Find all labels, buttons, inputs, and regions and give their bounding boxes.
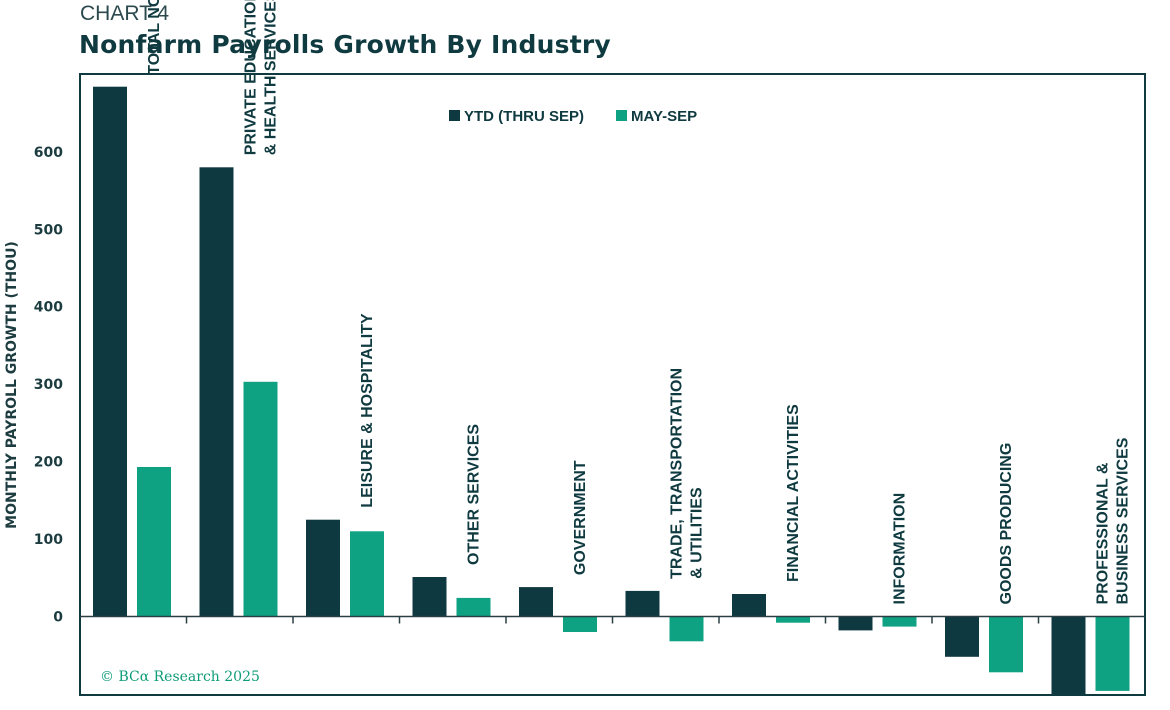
bar-may-sep-5 [669, 616, 704, 642]
y-tick-label-600: 600 [34, 145, 63, 161]
legend: YTD (THRU SEP) MAY-SEP [449, 108, 697, 125]
y-axis-ticks: 0 100 200 300 400 500 600 [34, 145, 63, 626]
bar-ytd-4 [519, 587, 553, 617]
bar-may-sep-6 [776, 616, 810, 623]
bar-ytd-5 [625, 590, 660, 617]
y-tick-label-400: 400 [34, 300, 63, 316]
category-label-2: LEISURE & HOSPITALITY [359, 313, 376, 508]
y-tick-label-100: 100 [34, 532, 63, 548]
category-label-1-line-1: & HEALTH SERVICES [263, 0, 280, 155]
category-label-9-line-0: PROFESSIONAL & [1095, 462, 1112, 604]
bar-may-sep-0 [137, 467, 171, 617]
bar-may-sep-2 [350, 531, 384, 617]
category-label-7: INFORMATION [892, 493, 909, 605]
legend-swatch-ytd [449, 110, 460, 121]
bar-ytd-7 [838, 616, 873, 631]
bars-group [93, 86, 1130, 694]
category-labels: TOTAL NONFARM PAYROLLSPRIVATE EDUCATION&… [146, 0, 1132, 605]
bar-ytd-6 [732, 594, 766, 617]
category-label-6-line-0: FINANCIAL ACTIVITIES [785, 404, 802, 582]
category-label-9-line-1: BUSINESS SERVICES [1115, 437, 1132, 604]
bar-may-sep-3 [456, 597, 491, 617]
category-label-4-line-0: GOVERNMENT [572, 460, 589, 575]
y-axis-label: MONTHLY PAYROLL GROWTH (THOU) [4, 241, 20, 529]
category-label-5-line-0: TRADE, TRANSPORTATION [669, 368, 686, 579]
bar-may-sep-1 [243, 381, 278, 617]
bar-ytd-1 [199, 167, 234, 617]
chart-title: Nonfarm Payrolls Growth By Industry [79, 30, 611, 59]
plot-frame [79, 73, 1146, 696]
category-label-3: OTHER SERVICES [466, 424, 483, 565]
category-label-2-line-0: LEISURE & HOSPITALITY [359, 313, 376, 508]
bar-ytd-9 [1051, 616, 1086, 694]
bar-may-sep-7 [882, 616, 917, 627]
chart-number: CHART 4 [80, 2, 170, 25]
category-label-6: FINANCIAL ACTIVITIES [785, 404, 802, 582]
category-label-1: PRIVATE EDUCATION & HEALTH SERVICES [243, 0, 280, 155]
legend-swatch-may-sep [616, 110, 627, 121]
category-label-3-line-0: OTHER SERVICES [466, 424, 483, 565]
category-label-1-line-0: PRIVATE EDUCATION [243, 0, 260, 155]
category-ticks [185, 616, 1040, 624]
y-tick-label-300: 300 [34, 377, 63, 393]
bar-may-sep-4 [563, 616, 597, 632]
category-label-4: GOVERNMENT [572, 460, 589, 575]
y-tick-label-500: 500 [34, 222, 63, 238]
category-label-0-line-0: TOTAL NONFARM PAYROLLS [146, 0, 163, 75]
category-label-7-line-0: INFORMATION [892, 493, 909, 605]
category-label-9: PROFESSIONAL & BUSINESS SERVICES [1095, 437, 1132, 604]
y-tick-label-200: 200 [34, 455, 63, 471]
legend-label-ytd: YTD (THRU SEP) [464, 108, 584, 125]
category-label-5: TRADE, TRANSPORTATION & UTILITIES [669, 368, 706, 579]
bar-ytd-0 [93, 86, 127, 617]
bar-may-sep-9 [1095, 616, 1130, 691]
copyright-text: © BCα Research 2025 [100, 669, 260, 685]
category-label-0: TOTAL NONFARM PAYROLLS [146, 0, 163, 75]
y-tick-label-0: 0 [53, 610, 63, 626]
bar-ytd-3 [412, 577, 447, 617]
category-label-5-line-1: & UTILITIES [689, 487, 706, 579]
bar-may-sep-8 [989, 616, 1023, 673]
bar-ytd-8 [945, 616, 979, 657]
category-label-8-line-0: GOODS PRODUCING [998, 443, 1015, 605]
category-label-8: GOODS PRODUCING [998, 443, 1015, 605]
bar-ytd-2 [306, 519, 340, 617]
legend-label-may-sep: MAY-SEP [631, 108, 697, 125]
